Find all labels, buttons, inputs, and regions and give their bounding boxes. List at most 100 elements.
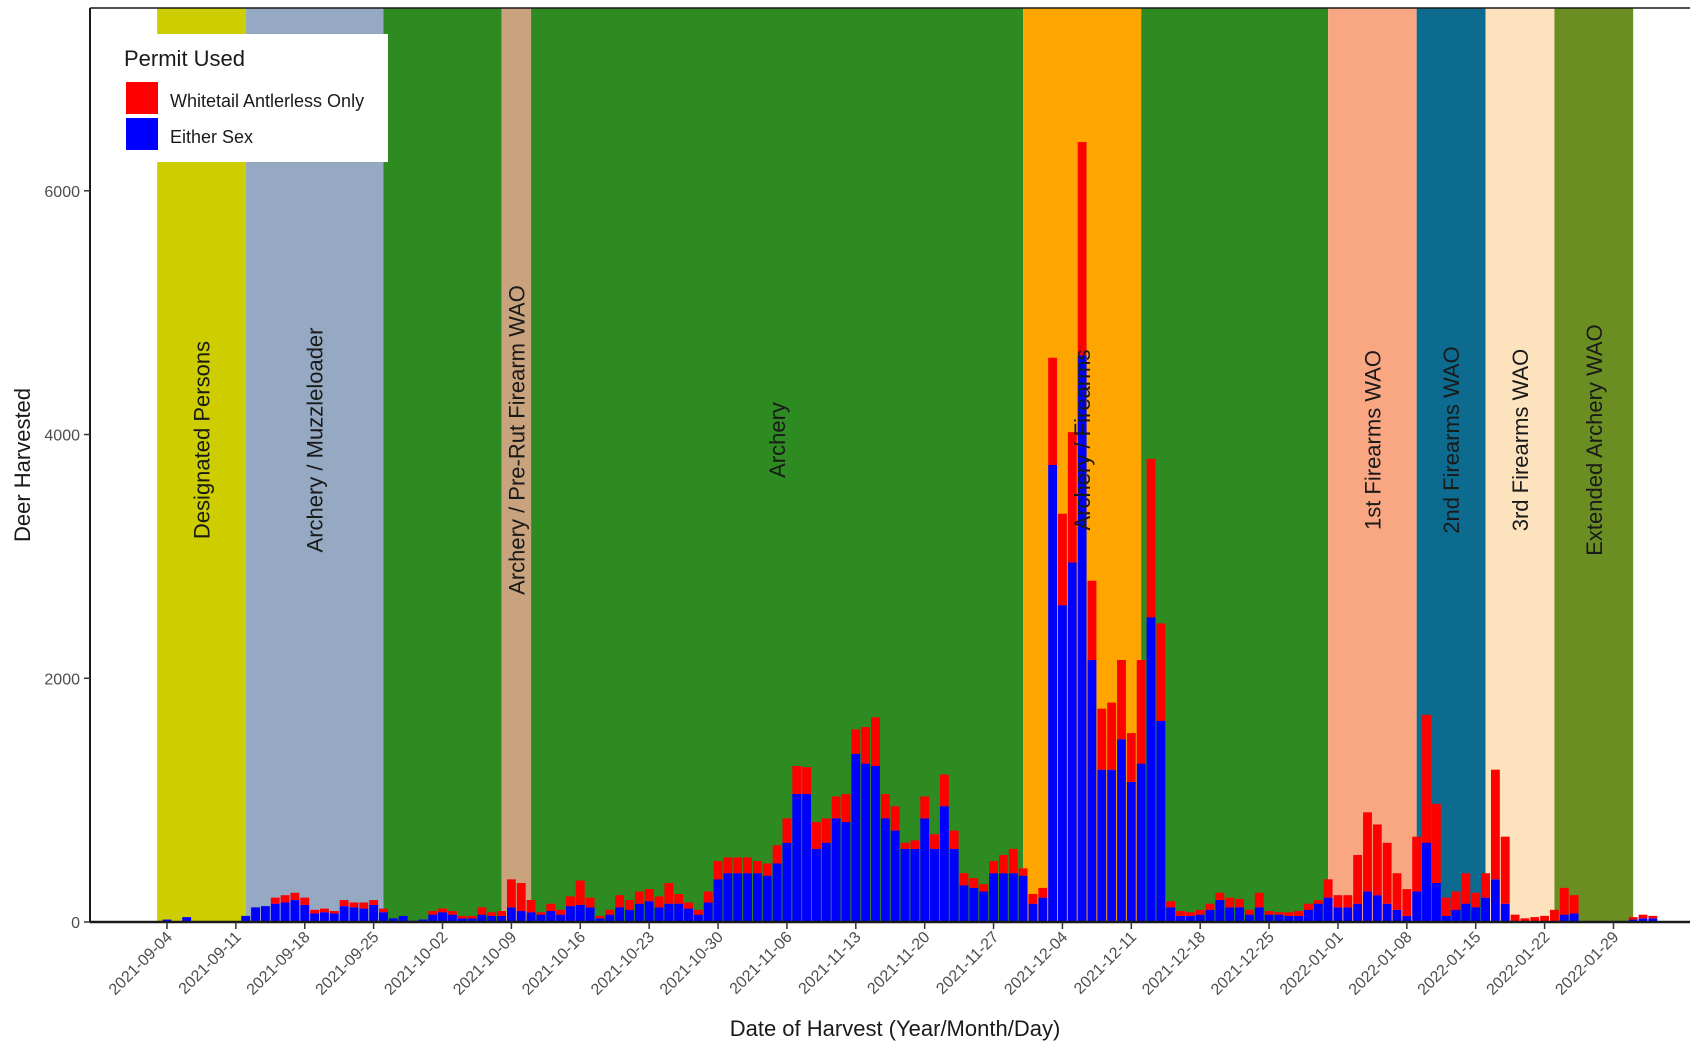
bar-either-sex	[1028, 903, 1038, 922]
bar-antlerless	[713, 861, 723, 880]
bar-either-sex	[1559, 914, 1569, 922]
bar-either-sex	[1058, 605, 1067, 922]
bar-either-sex	[1156, 720, 1166, 922]
bar-either-sex	[349, 907, 359, 922]
bar-either-sex	[969, 887, 979, 922]
bar-antlerless	[871, 717, 880, 767]
bar-antlerless	[989, 861, 998, 874]
bar-antlerless	[693, 909, 703, 915]
x-tick-label: 2021-12-18	[1139, 929, 1209, 999]
season-band	[1554, 8, 1634, 922]
x-tick-label: 2021-10-23	[588, 929, 658, 999]
bar-either-sex	[290, 900, 300, 922]
bar-either-sex	[536, 914, 546, 922]
x-tick-label: 2021-09-18	[244, 929, 314, 999]
bar-either-sex	[1117, 739, 1126, 922]
bar-either-sex	[1471, 907, 1481, 922]
bar-antlerless	[851, 729, 861, 754]
bar-antlerless	[1402, 889, 1412, 916]
bar-antlerless	[1550, 909, 1559, 922]
bar-antlerless	[506, 879, 516, 908]
bar-either-sex	[723, 873, 733, 922]
bar-either-sex	[1067, 562, 1077, 922]
bar-either-sex	[1097, 769, 1107, 922]
bar-antlerless	[1412, 836, 1422, 892]
bar-either-sex	[1225, 907, 1235, 922]
legend-swatch-antlerless	[126, 82, 158, 114]
bar-antlerless	[762, 863, 772, 876]
x-tick-label: 2021-10-02	[381, 929, 451, 999]
bar-antlerless	[1530, 917, 1540, 922]
bar-either-sex	[369, 904, 379, 922]
bar-either-sex	[487, 915, 497, 922]
bar-either-sex	[300, 904, 310, 922]
bar-either-sex	[703, 902, 713, 922]
bar-antlerless	[1215, 892, 1225, 901]
bar-either-sex	[359, 908, 369, 922]
bar-either-sex	[182, 917, 192, 922]
bar-antlerless	[772, 845, 782, 864]
bar-either-sex	[379, 912, 388, 922]
bar-antlerless	[1648, 915, 1658, 919]
legend: Permit Used Whitetail Antlerless Only Ei…	[110, 34, 388, 162]
bar-either-sex	[516, 911, 526, 922]
x-tick-label: 2021-11-13	[796, 929, 865, 998]
y-axis-title: Deer Harvested	[10, 388, 35, 542]
bar-antlerless	[979, 884, 989, 892]
bar-antlerless	[467, 915, 477, 919]
bar-antlerless	[595, 915, 605, 919]
bar-either-sex	[1431, 883, 1441, 922]
bar-either-sex	[1313, 903, 1323, 922]
season-band	[1141, 8, 1329, 922]
bar-antlerless	[1008, 848, 1018, 874]
season-label: Archery / Muzzleloader	[303, 328, 328, 553]
bar-either-sex	[1146, 617, 1156, 922]
bar-antlerless	[369, 900, 379, 905]
bar-antlerless	[438, 908, 447, 913]
x-tick-label: 2021-12-04	[1001, 929, 1071, 999]
bar-either-sex	[989, 873, 998, 922]
bar-antlerless	[930, 834, 939, 849]
bar-either-sex	[457, 918, 467, 922]
bar-antlerless	[457, 915, 467, 919]
bar-antlerless	[664, 883, 674, 904]
bar-either-sex	[428, 914, 438, 922]
bar-either-sex	[998, 873, 1008, 922]
bar-antlerless	[1500, 836, 1510, 904]
bar-either-sex	[1323, 897, 1333, 922]
bar-either-sex	[1569, 913, 1579, 922]
bar-either-sex	[1008, 873, 1018, 922]
bar-antlerless	[329, 911, 339, 914]
bar-antlerless	[310, 909, 320, 914]
bar-antlerless	[792, 766, 802, 795]
bar-antlerless	[1284, 912, 1294, 916]
bar-antlerless	[674, 893, 684, 904]
bar-antlerless	[723, 857, 733, 874]
x-tick-label: 2021-12-25	[1208, 929, 1278, 999]
bar-antlerless	[1510, 914, 1520, 922]
bar-either-sex	[1382, 903, 1392, 922]
bar-antlerless	[920, 796, 930, 819]
bar-antlerless	[880, 794, 890, 819]
bar-either-sex	[1215, 900, 1225, 922]
bar-either-sex	[861, 763, 871, 922]
bar-antlerless	[1156, 623, 1166, 721]
bar-antlerless	[1481, 873, 1490, 898]
bar-antlerless	[1038, 887, 1048, 898]
bar-either-sex	[1648, 918, 1658, 922]
bar-antlerless	[339, 900, 349, 907]
bar-either-sex	[1284, 915, 1294, 922]
bar-either-sex	[438, 912, 447, 922]
bar-antlerless	[1559, 887, 1569, 915]
season-label: 3rd Firearms WAO	[1508, 349, 1533, 532]
season-label: 1st Firearms WAO	[1360, 350, 1385, 530]
bar-antlerless	[625, 900, 634, 910]
bar-either-sex	[1402, 915, 1412, 922]
bar-either-sex	[270, 903, 280, 922]
bar-antlerless	[861, 727, 871, 764]
season-band	[383, 8, 502, 922]
bar-either-sex	[280, 902, 290, 922]
bar-either-sex	[693, 914, 703, 922]
bar-either-sex	[506, 907, 516, 922]
bar-either-sex	[1422, 842, 1431, 922]
